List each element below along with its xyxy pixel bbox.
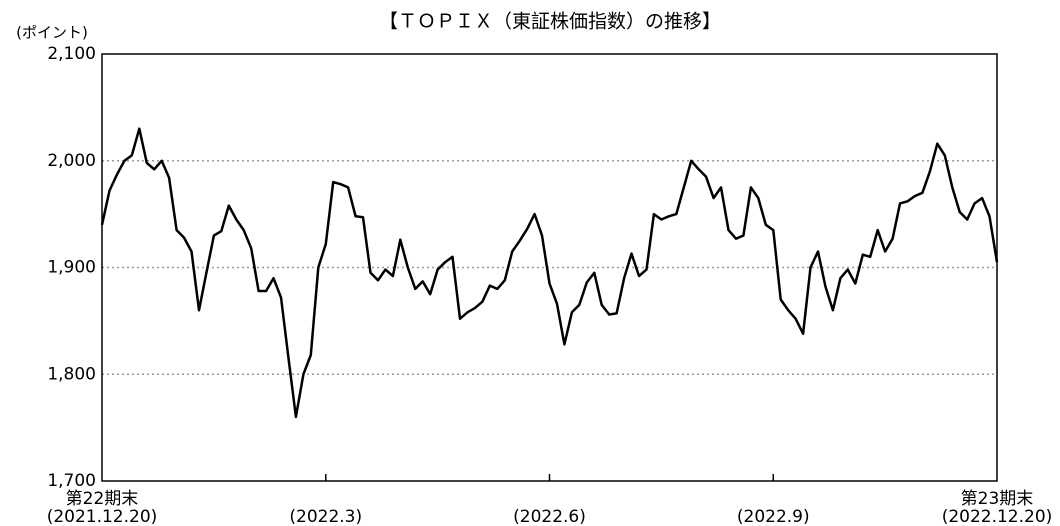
y-axis-label: (ポイント) — [16, 24, 88, 42]
x-tick-label: (2021.12.20) — [47, 507, 158, 526]
chart-title: 【ＴＯＰＩＸ（東証株価指数）の推移】 — [379, 11, 721, 33]
x-tick-label: 第23期末 — [961, 489, 1034, 509]
x-tick-label: 第22期末 — [66, 489, 139, 509]
y-tick-label: 1,900 — [47, 258, 96, 278]
x-tick-label: (2022.6) — [513, 507, 586, 526]
y-tick-label: 2,000 — [47, 151, 96, 171]
y-tick-label: 2,100 — [47, 44, 96, 64]
y-tick-label: 1,700 — [47, 471, 96, 491]
data-line — [100, 127, 999, 419]
y-tick-label: 1,800 — [47, 364, 96, 384]
x-tick-label: (2022.3) — [289, 507, 362, 526]
x-tick-label: (2022.9) — [737, 507, 810, 526]
x-tick-label: (2022.12.20) — [942, 507, 1053, 526]
